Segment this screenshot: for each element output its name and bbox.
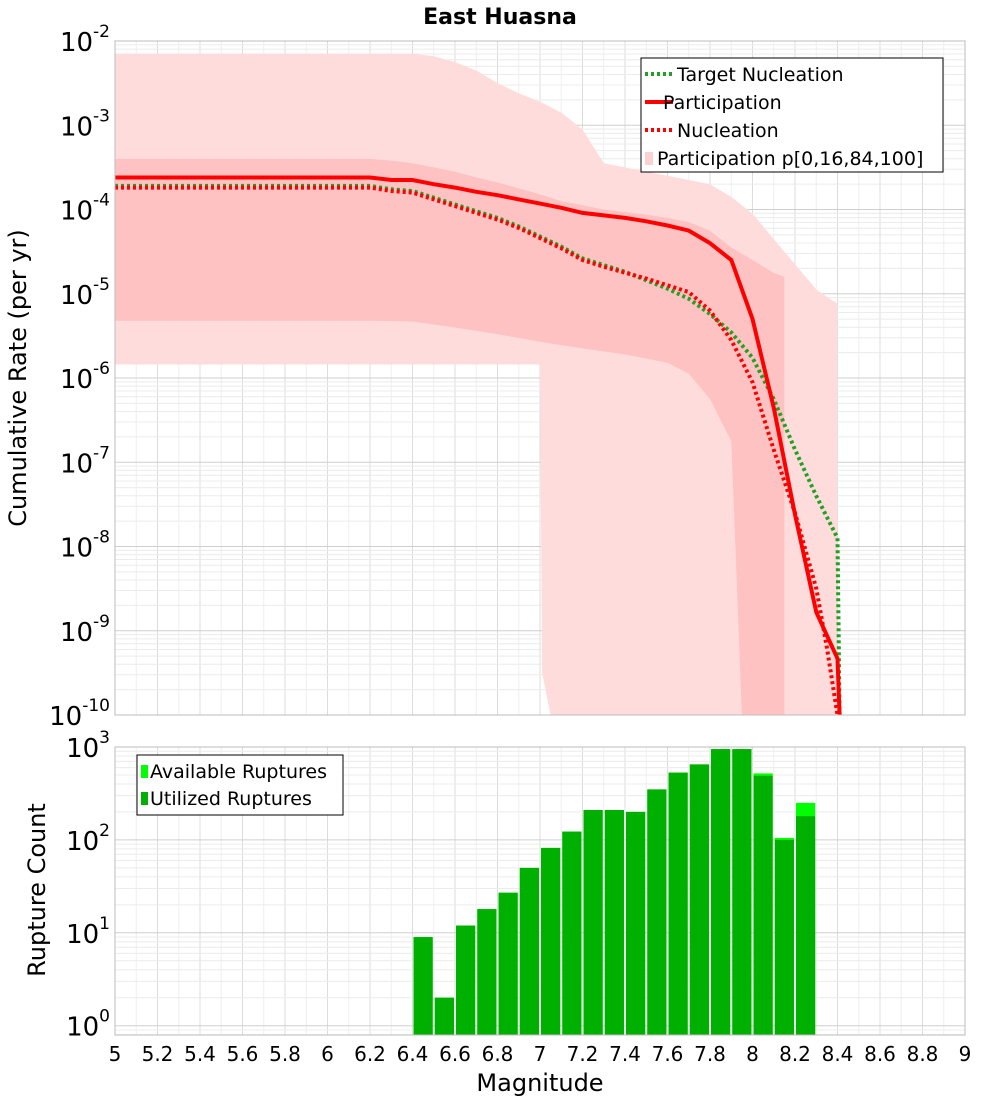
bar-utilized-ruptures [583, 810, 603, 1035]
bottom-y-tick-label: 102 [66, 821, 110, 857]
x-tick-label: 8.6 [864, 1042, 896, 1066]
bottom-y-axis-label: Rupture Count [23, 803, 51, 977]
x-tick-label: 8.8 [907, 1042, 939, 1066]
bar-utilized-ruptures [689, 764, 709, 1035]
x-tick-label: 5.6 [227, 1042, 259, 1066]
bottom-legend-label-1: Utilized Ruptures [150, 788, 312, 810]
bar-utilized-ruptures [434, 997, 454, 1035]
bar-utilized-ruptures [796, 816, 816, 1035]
x-tick-label: 5 [109, 1042, 122, 1066]
top-y-tick-label: 10-7 [60, 443, 110, 479]
bar-utilized-ruptures [732, 749, 752, 1035]
bar-utilized-ruptures [498, 892, 518, 1035]
x-tick-label: 5.8 [269, 1042, 301, 1066]
x-tick-label: 7.8 [694, 1042, 726, 1066]
bar-utilized-ruptures [541, 847, 561, 1035]
bar-utilized-ruptures [626, 811, 646, 1035]
bottom-legend-label-0: Available Ruptures [150, 761, 327, 783]
x-tick-label: 8.4 [822, 1042, 854, 1066]
x-tick-label: 6.4 [397, 1042, 429, 1066]
top-legend-box [640, 57, 944, 173]
x-tick-label: 7.2 [567, 1042, 599, 1066]
x-tick-label: 5.2 [142, 1042, 174, 1066]
x-tick-label: 7 [534, 1042, 547, 1066]
series-line-participation [115, 175, 842, 715]
bar-utilized-ruptures [753, 775, 773, 1035]
bottom-y-tick-label: 103 [66, 728, 110, 764]
x-tick-label: 9 [959, 1042, 972, 1066]
top-y-tick-label: 10-3 [60, 106, 110, 142]
cumulative-rate-panel: 10-10 10-9 10-8 10-7 10-6 10-5 10-4 10-3 10-2 Tar… [49, 22, 966, 732]
bar-utilized-ruptures [477, 909, 497, 1035]
chart-title: East Huasna [423, 5, 577, 30]
top-plot-border [114, 40, 966, 716]
bar-utilized-ruptures [668, 772, 688, 1035]
bar-utilized-ruptures [456, 925, 476, 1035]
bottom-y-tick-label: 100 [66, 1007, 110, 1043]
legend-swatch-3 [645, 152, 653, 165]
top-y-tick-label: 10-9 [60, 612, 110, 648]
top-y-tick-label: 10-10 [49, 696, 110, 732]
top-data-layer [115, 53, 842, 715]
x-tick-label: 6.8 [482, 1042, 514, 1066]
x-tick-label: 6.2 [354, 1042, 386, 1066]
x-tick-label: 7.6 [652, 1042, 684, 1066]
legend-label-0: Target Nucleation [676, 64, 844, 86]
bottom-legend-box [136, 754, 344, 816]
x-tick-label: 7.4 [609, 1042, 641, 1066]
legend-label-1: Participation [663, 92, 782, 114]
bar-utilized-ruptures [774, 839, 794, 1035]
top-y-tick-label: 10-5 [60, 275, 110, 311]
x-axis-label: Magnitude [476, 1069, 603, 1097]
x-tick-label: 6 [321, 1042, 334, 1066]
top-y-axis-label: Cumulative Rate (per yr) [4, 229, 32, 527]
top-y-tick-label: 10-6 [60, 359, 110, 395]
bottom-y-tick-label: 101 [66, 914, 110, 950]
x-tick-label: 6.6 [439, 1042, 471, 1066]
bar-utilized-ruptures [647, 789, 667, 1035]
top-y-tick-label: 10-2 [60, 22, 110, 58]
bar-utilized-ruptures [711, 749, 731, 1035]
bar-utilized-ruptures [604, 810, 624, 1035]
top-y-tick-label: 10-8 [60, 528, 110, 564]
legend-label-3: Participation p[0,16,84,100] [657, 148, 923, 170]
participation-band-p16-p84 [115, 158, 785, 715]
top-y-tick-label: 10-4 [60, 191, 110, 227]
bar-utilized-ruptures [562, 831, 582, 1035]
bar-utilized-ruptures [519, 867, 539, 1035]
x-tick-label: 8.2 [779, 1042, 811, 1066]
bottom-plot-border [114, 746, 966, 1036]
bottom-legend: Available Ruptures Utilized Ruptures [136, 754, 344, 816]
top-legend: Target Nucleation Participation Nucleation… [640, 57, 944, 173]
bar-utilized-ruptures [413, 937, 433, 1035]
x-tick-label: 5.4 [184, 1042, 216, 1066]
x-tick-label: 8 [746, 1042, 759, 1066]
series-line-nucleation [115, 185, 840, 715]
legend-label-2: Nucleation [677, 120, 779, 142]
bottom-legend-swatch-1 [141, 792, 148, 805]
bottom-legend-swatch-0 [141, 765, 148, 778]
